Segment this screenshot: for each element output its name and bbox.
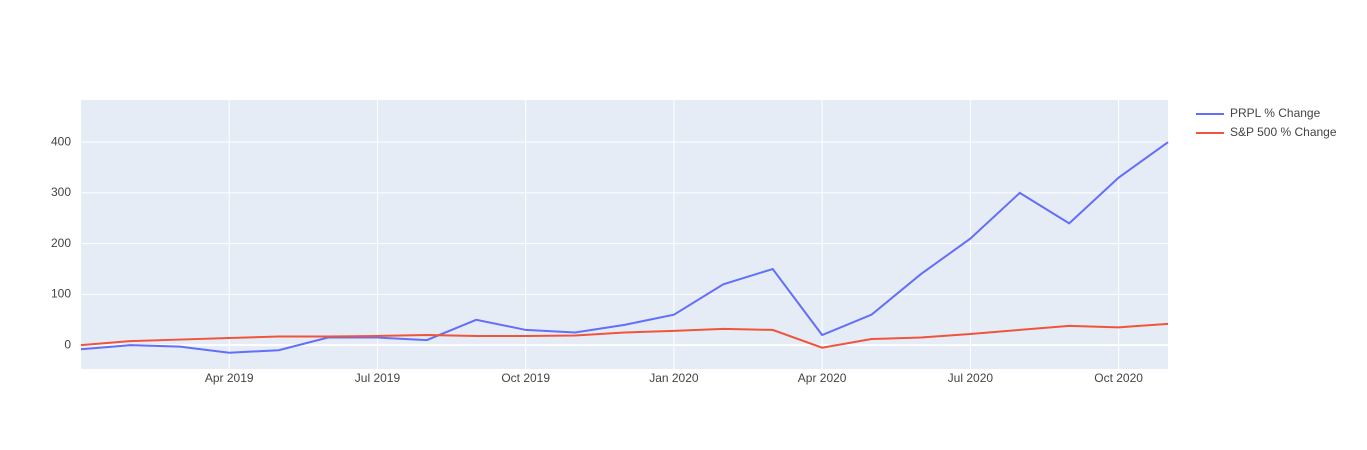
line xyxy=(80,322,1169,349)
legend-label: S&P 500 % Change xyxy=(1230,125,1337,139)
legend-label: PRPL % Change xyxy=(1230,106,1321,120)
x-tick-label: Oct 2020 xyxy=(1094,371,1143,385)
x-tick-label: Apr 2020 xyxy=(798,371,847,385)
y-tick-label: 100 xyxy=(51,287,71,301)
y-tick-label: 300 xyxy=(51,185,71,199)
line xyxy=(80,141,1169,354)
x-tick-label: Jul 2019 xyxy=(355,371,401,385)
y-tick-label: 400 xyxy=(51,134,71,148)
x-tick-label: Jan 2020 xyxy=(649,371,699,385)
x-tick-label: Oct 2019 xyxy=(501,371,550,385)
y-tick-label: 0 xyxy=(64,337,71,351)
x-tick-label: Jul 2020 xyxy=(948,371,994,385)
x-tick-label: Apr 2019 xyxy=(205,371,254,385)
y-tick-label: 200 xyxy=(51,236,71,250)
plot-area xyxy=(81,100,1168,369)
